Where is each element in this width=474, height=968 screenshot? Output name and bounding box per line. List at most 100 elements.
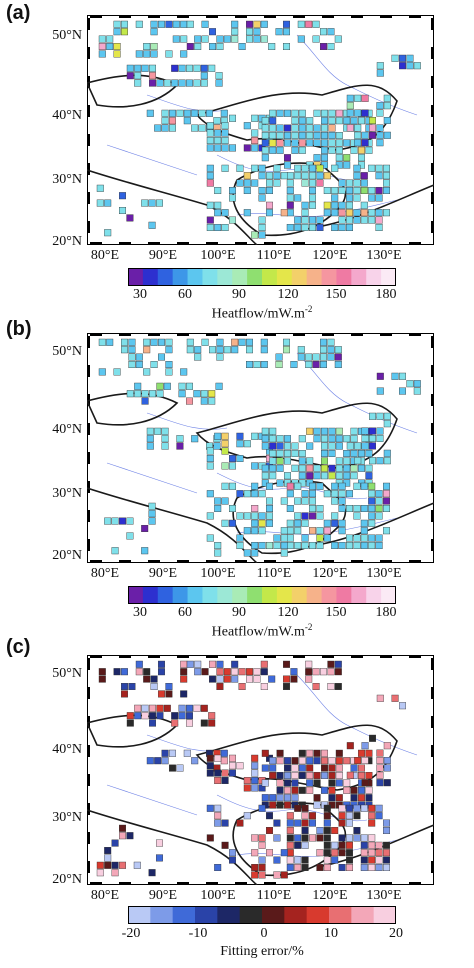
grid-cell: [283, 771, 291, 779]
grid-cell: [354, 457, 362, 465]
grid-cell: [276, 771, 284, 779]
grid-cell: [206, 754, 214, 762]
grid-cell: [251, 144, 259, 152]
grid-cell: [290, 675, 298, 683]
grid-cell: [360, 856, 368, 864]
grid-cell: [214, 863, 222, 871]
grid-cell: [161, 109, 169, 117]
frame-tick: [264, 655, 276, 658]
grid-cell: [308, 216, 316, 224]
grid-cell: [383, 412, 391, 420]
grid-cell: [306, 749, 314, 757]
grid-cell: [178, 390, 186, 398]
grid-cell: [305, 675, 313, 683]
grid-cell: [269, 435, 277, 443]
grid-cell: [283, 786, 291, 794]
grid-cell: [258, 856, 266, 864]
grid-cell: [399, 387, 407, 395]
grid-cell: [306, 117, 314, 125]
grid-cell: [216, 675, 224, 683]
grid-cell: [376, 434, 384, 442]
grid-cell: [383, 779, 391, 787]
colorbar-swatch: [276, 268, 293, 286]
colorbar-swatch: [195, 906, 218, 924]
colorbar-swatch: [217, 906, 241, 924]
grid-cell: [346, 504, 354, 512]
colorbar-swatch: [351, 906, 375, 924]
grid-cell: [338, 804, 346, 812]
frame-tick: [87, 192, 90, 204]
colorbar: [128, 906, 396, 924]
grid-cell: [335, 749, 343, 757]
grid-cell: [275, 353, 283, 361]
colorbar-swatch: [336, 268, 352, 286]
frame-tick: [87, 423, 90, 435]
grid-cell: [143, 675, 151, 683]
grid-cell: [273, 172, 281, 180]
grid-cell: [121, 346, 129, 354]
grid-cell: [335, 757, 343, 765]
grid-cell: [327, 660, 335, 668]
grid-cell: [251, 762, 259, 770]
lat-label: 40°N: [52, 108, 82, 123]
grid-cell: [154, 427, 162, 435]
grid-cell: [368, 534, 376, 542]
grid-cell: [276, 749, 284, 757]
grid-cell: [320, 771, 328, 779]
frame-tick: [264, 560, 276, 563]
frame-tick: [119, 333, 131, 336]
grid-cell: [376, 387, 384, 395]
grid-cell: [320, 427, 328, 435]
lat-label: 20°N: [52, 548, 82, 563]
lon-label: 120°E: [312, 566, 348, 581]
grid-cell: [146, 109, 154, 117]
grid-cell: [399, 372, 407, 380]
grid-cell: [338, 497, 346, 505]
grid-cell: [319, 668, 327, 676]
grid-cell: [286, 527, 294, 535]
grid-cell: [301, 834, 309, 842]
grid-cell: [354, 139, 362, 147]
grid-cell: [346, 124, 354, 132]
grid-cell: [208, 43, 216, 51]
grid-cell: [301, 172, 309, 180]
grid-cell: [406, 62, 414, 70]
grid-cell: [276, 435, 284, 443]
grid-cell: [343, 757, 351, 765]
grid-cell: [291, 449, 299, 457]
grid-cell: [297, 346, 305, 354]
frame-tick: [351, 242, 363, 245]
grid-cell: [178, 712, 186, 720]
grid-cell: [306, 757, 314, 765]
frame-tick: [87, 658, 90, 670]
grid-cell: [96, 861, 104, 869]
grid-cell: [228, 849, 236, 857]
grid-cell: [353, 834, 361, 842]
grid-cell: [376, 694, 384, 702]
grid-cell: [331, 541, 339, 549]
grid-cell: [206, 834, 214, 842]
grid-cell: [298, 124, 306, 132]
grid-cell: [375, 497, 383, 505]
grid-cell: [119, 206, 127, 214]
grid-cell: [194, 346, 202, 354]
grid-cell: [221, 122, 229, 130]
grid-cell: [228, 144, 236, 152]
grid-cell: [214, 201, 222, 209]
frame-tick: [380, 655, 392, 658]
grid-cell: [360, 849, 368, 857]
grid-cell: [383, 116, 391, 124]
grid-cell: [375, 512, 383, 520]
grid-cell: [328, 472, 336, 480]
grid-cell: [291, 109, 299, 117]
grid-cell: [323, 819, 331, 827]
grid-cell: [334, 660, 342, 668]
grid-cell: [238, 683, 246, 691]
grid-cell: [319, 346, 327, 354]
grid-cell: [104, 846, 112, 854]
grid-cell: [214, 186, 222, 194]
grid-cell: [119, 517, 127, 525]
grid-cell: [178, 382, 186, 390]
grid-cell: [261, 117, 269, 125]
frame-tick: [90, 655, 102, 658]
